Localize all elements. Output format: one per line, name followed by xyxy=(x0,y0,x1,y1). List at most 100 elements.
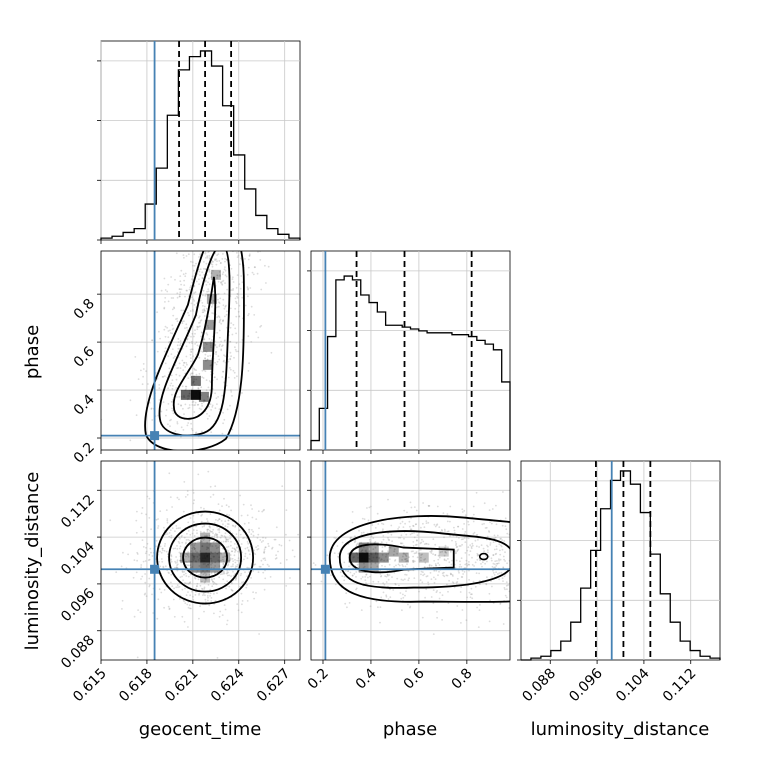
geocent-time-vs-phase-sample xyxy=(184,366,187,368)
geocent-time-vs-luminosity-distance-sample xyxy=(190,543,193,546)
geocent-time-vs-phase-sample xyxy=(222,199,224,201)
geocent-time-vs-luminosity-distance-sample xyxy=(256,548,259,551)
geocent-time-vs-phase-sample xyxy=(204,357,207,360)
geocent-time-vs-phase-sample xyxy=(179,291,182,294)
y-axis-title-luminosity-distance: luminosity_distance xyxy=(22,472,43,651)
geocent-time-vs-phase-sample xyxy=(198,316,200,319)
phase-vs-luminosity-distance-sample xyxy=(409,525,411,528)
geocent-time-vs-luminosity-distance-sample xyxy=(196,585,198,587)
geocent-time-vs-luminosity-distance-sample xyxy=(181,534,183,537)
geocent-time-vs-luminosity-distance-sample xyxy=(176,496,179,499)
geocent-time-vs-phase-sample xyxy=(229,340,232,343)
phase-vs-luminosity-distance-sample xyxy=(436,523,439,526)
phase-vs-luminosity-distance-sample xyxy=(465,619,468,622)
geocent-time-vs-luminosity-distance-sample xyxy=(240,543,243,545)
geocent-time-vs-phase-sample xyxy=(253,266,256,269)
geocent-time-vs-luminosity-distance-sample xyxy=(238,529,241,532)
geocent-time-vs-phase-sample xyxy=(232,288,235,290)
geocent-time-vs-luminosity-distance-sample xyxy=(140,564,143,566)
phase-vs-luminosity-distance-sample xyxy=(381,522,383,525)
geocent-time-vs-phase-sample xyxy=(257,251,259,253)
phase-vs-luminosity-distance-sample xyxy=(388,563,391,566)
geocent-time-vs-phase-sample xyxy=(231,241,233,243)
geocent-time-vs-phase-sample xyxy=(198,356,201,359)
geocent-time-vs-phase-sample xyxy=(190,357,192,359)
geocent-time-vs-phase-sample xyxy=(237,297,239,299)
phase-vs-luminosity-distance-sample xyxy=(397,528,399,530)
geocent-time-vs-phase-sample xyxy=(217,243,219,245)
phase-vs-luminosity-distance-sample xyxy=(383,559,385,562)
geocent-time-vs-phase-sample xyxy=(241,296,244,299)
phase-vs-luminosity-distance-sample xyxy=(434,525,437,528)
geocent-time-vs-phase-sample xyxy=(224,243,226,245)
phase-vs-luminosity-distance-sample xyxy=(435,524,438,527)
geocent-time-vs-phase-sample xyxy=(205,293,208,296)
geocent-time-vs-phase-sample xyxy=(228,243,230,245)
geocent-time-vs-phase-sample xyxy=(176,292,179,295)
phase-vs-luminosity-distance-sample xyxy=(430,549,433,552)
geocent-time-vs-luminosity-distance-sample xyxy=(246,600,249,602)
geocent-time-vs-luminosity-distance-sample xyxy=(186,553,188,555)
geocent-time-vs-luminosity-distance-sample xyxy=(167,605,170,608)
geocent-time-vs-luminosity-distance-sample xyxy=(213,581,216,584)
geocent-time-vs-luminosity-distance-sample xyxy=(219,536,222,539)
phase-vs-luminosity-distance-sample xyxy=(390,524,393,527)
phase-vs-luminosity-distance-sample xyxy=(355,587,358,590)
phase-vs-luminosity-distance-sample xyxy=(413,560,416,563)
phase-vs-luminosity-distance-sample xyxy=(424,596,426,599)
phase-vs-luminosity-distance-sample xyxy=(398,564,401,567)
phase-vs-luminosity-distance-sample xyxy=(531,578,533,580)
geocent-time-vs-luminosity-distance-sample xyxy=(219,544,222,547)
geocent-time-vs-luminosity-distance-sample xyxy=(231,557,234,560)
phase-vs-luminosity-distance-sample xyxy=(483,522,485,525)
geocent-time-vs-luminosity-distance-sample xyxy=(152,612,155,614)
geocent-time-vs-luminosity-distance-sample xyxy=(248,528,250,531)
geocent-time-vs-luminosity-distance-sample xyxy=(213,540,216,543)
geocent-time-vs-phase-sample xyxy=(160,410,163,413)
geocent-time-vs-phase-sample xyxy=(231,278,234,280)
geocent-time-vs-luminosity-distance-sample xyxy=(174,560,177,563)
phase-vs-luminosity-distance-sample xyxy=(524,617,526,619)
geocent-time-vs-phase-sample xyxy=(167,283,170,286)
phase-vs-luminosity-distance-sample xyxy=(455,542,458,545)
geocent-time-vs-luminosity-distance-sample xyxy=(187,583,190,585)
geocent-time-vs-phase-sample xyxy=(192,269,195,272)
phase-vs-luminosity-distance-sample xyxy=(503,540,506,542)
geocent-time-vs-luminosity-distance-sample xyxy=(227,519,230,522)
phase-vs-luminosity-distance-sample xyxy=(428,563,431,566)
geocent-time-vs-luminosity-distance-sample xyxy=(176,545,178,547)
geocent-time-vs-phase-sample xyxy=(225,384,228,387)
geocent-time-vs-luminosity-distance-sample xyxy=(120,565,123,568)
geocent-time-vs-luminosity-distance-sample xyxy=(184,496,187,498)
geocent-time-vs-luminosity-distance-sample xyxy=(194,594,197,596)
phase-vs-luminosity-distance-sample xyxy=(453,526,455,529)
geocent-time-vs-phase-sample xyxy=(188,404,191,406)
phase-vs-luminosity-distance-sample xyxy=(451,559,453,562)
geocent-time-vs-luminosity-distance-sample xyxy=(264,577,267,580)
geocent-time-vs-phase-sample xyxy=(211,406,214,408)
geocent-time-vs-luminosity-distance-sample xyxy=(208,574,211,576)
phase-vs-luminosity-distance-sample xyxy=(394,583,397,586)
phase-vs-luminosity-distance-sample xyxy=(503,558,505,561)
geocent-time-vs-luminosity-distance-sample xyxy=(177,527,180,530)
geocent-time-vs-phase-sample xyxy=(211,404,214,407)
geocent-time-vs-phase-sample xyxy=(186,289,188,292)
geocent-time-vs-luminosity-distance-sample xyxy=(209,588,212,591)
geocent-time-vs-phase-sample xyxy=(214,392,217,395)
geocent-time-vs-luminosity-distance-sample xyxy=(227,550,230,552)
phase-vs-luminosity-distance-sample xyxy=(416,539,418,542)
geocent-time-vs-luminosity-distance-sample xyxy=(216,592,218,595)
geocent-time-vs-phase-sample xyxy=(211,263,214,266)
geocent-time-vs-luminosity-distance-sample xyxy=(209,485,212,488)
geocent-time-vs-luminosity-distance-sample xyxy=(238,529,241,532)
geocent-time-vs-phase-sample xyxy=(238,315,241,317)
geocent-time-vs-luminosity-distance-sample xyxy=(196,582,199,585)
phase-vs-luminosity-distance-sample xyxy=(355,571,358,573)
phase-vs-luminosity-distance-sample xyxy=(481,561,484,564)
phase-vs-luminosity-distance-sample xyxy=(472,513,475,516)
geocent-time-vs-luminosity-distance-truth-marker xyxy=(150,564,160,574)
phase-vs-luminosity-distance-sample xyxy=(382,523,385,526)
phase-vs-luminosity-distance-sample xyxy=(404,553,407,556)
phase-vs-luminosity-distance-sample xyxy=(385,575,388,578)
geocent-time-vs-phase-sample xyxy=(183,284,186,286)
